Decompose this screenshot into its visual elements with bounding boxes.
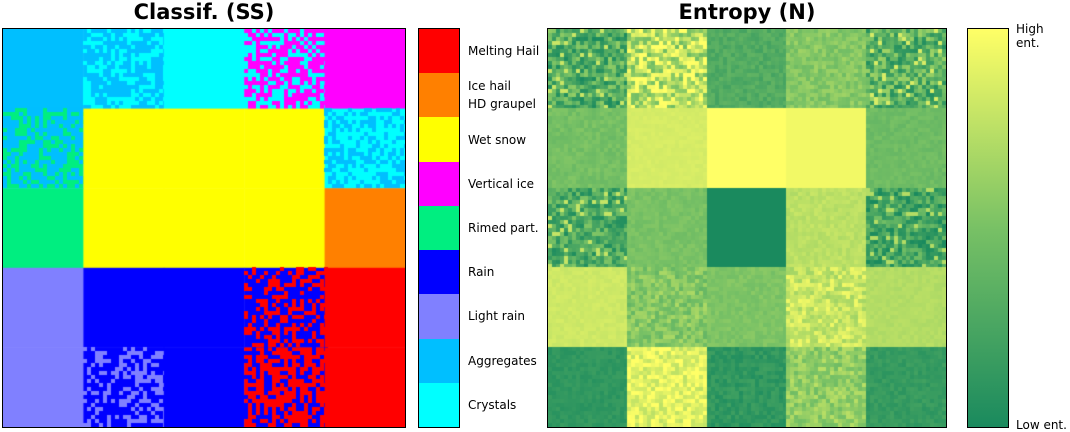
- colorbar-low-label: Low ent.: [1016, 418, 1067, 432]
- colorbar-swatch: [419, 117, 459, 163]
- colorbar-swatch: [419, 29, 459, 74]
- entropy-colorbar: [967, 28, 1009, 428]
- colorbar-swatch: [419, 338, 459, 384]
- colorbar-category-label: Aggregates: [468, 353, 537, 368]
- classification-title: Classif. (SS): [133, 0, 275, 24]
- colorbar-category-label: Melting Hail: [468, 44, 540, 59]
- classification-heatmap-canvas: [3, 29, 405, 427]
- colorbar-swatch: [419, 205, 459, 251]
- colorbar-category-label: Light rain: [468, 309, 525, 324]
- entropy-title: Entropy (N): [678, 0, 816, 24]
- colorbar-high-label: High ent.: [1016, 22, 1044, 50]
- colorbar-category-label: Ice hail HD graupel: [468, 79, 536, 112]
- colorbar-category-label: Rimed part.: [468, 221, 539, 235]
- classification-colorbar: [418, 28, 460, 428]
- colorbar-category-label: Rain: [468, 265, 495, 280]
- colorbar-category-label: Crystals: [468, 397, 517, 412]
- colorbar-swatch: [419, 294, 459, 340]
- colorbar-category-label: Wet snow: [468, 132, 527, 147]
- classification-heatmap: [2, 28, 406, 428]
- colorbar-swatch: [419, 250, 459, 295]
- colorbar-category-label: Vertical ice: [468, 176, 535, 191]
- entropy-heatmap: [547, 28, 947, 428]
- colorbar-swatch: [419, 161, 459, 207]
- colorbar-swatch: [419, 382, 459, 427]
- colorbar-swatch: [419, 73, 459, 118]
- entropy-heatmap-canvas: [548, 29, 946, 427]
